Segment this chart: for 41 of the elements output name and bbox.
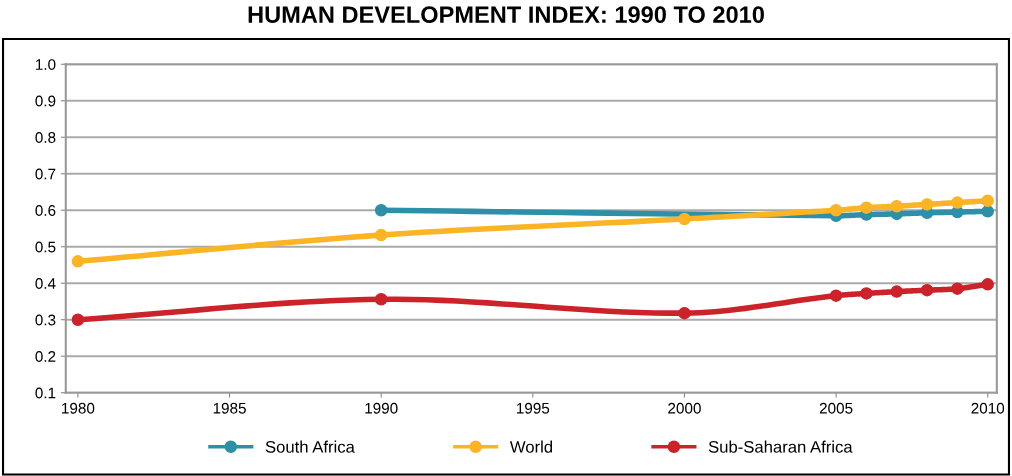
point [920, 283, 934, 297]
x-tick-label: 1980 [62, 402, 95, 414]
legend-label: World [509, 440, 553, 453]
x-tick-label: 1985 [213, 402, 246, 414]
y-tick-label: 0.5 [35, 241, 56, 253]
point [981, 194, 994, 207]
point [374, 293, 388, 306]
y-tick-label: 0.9 [35, 95, 56, 107]
point [890, 199, 903, 213]
point [829, 289, 843, 302]
x-tick-label: 1995 [516, 402, 550, 414]
x-tick-label: 2010 [971, 402, 1005, 414]
y-tick-label: 0.1 [35, 387, 56, 399]
point [678, 306, 691, 320]
point [951, 282, 964, 295]
point [860, 287, 873, 300]
y-tick-label: 0.6 [35, 205, 56, 216]
point [981, 205, 994, 218]
y-tick-label: 0.7 [35, 168, 56, 180]
point [71, 313, 85, 326]
y-tick-label: 0.3 [35, 314, 56, 326]
point [374, 228, 388, 242]
point [981, 278, 994, 291]
y-tick-label: 0.8 [35, 132, 56, 143]
point [71, 255, 85, 268]
y-tick-label: 0.4 [35, 278, 56, 289]
point [829, 203, 843, 217]
point [374, 203, 388, 217]
point [951, 196, 964, 209]
point [920, 198, 934, 211]
point [678, 212, 691, 226]
x-tick-label: 2000 [668, 402, 701, 414]
legend-label: South Africa [265, 440, 355, 453]
point [860, 201, 873, 214]
point [890, 285, 903, 298]
x-tick-label: 1990 [365, 402, 398, 414]
y-tick-label: 1.0 [35, 59, 56, 70]
legend-label: Sub-Saharan Africa [708, 440, 853, 453]
x-tick-label: 2005 [819, 402, 853, 414]
y-tick-label: 0.2 [35, 351, 56, 362]
chart-title: HUMAN DEVELOPMENT INDEX: 1990 TO 2010 [248, 6, 764, 23]
